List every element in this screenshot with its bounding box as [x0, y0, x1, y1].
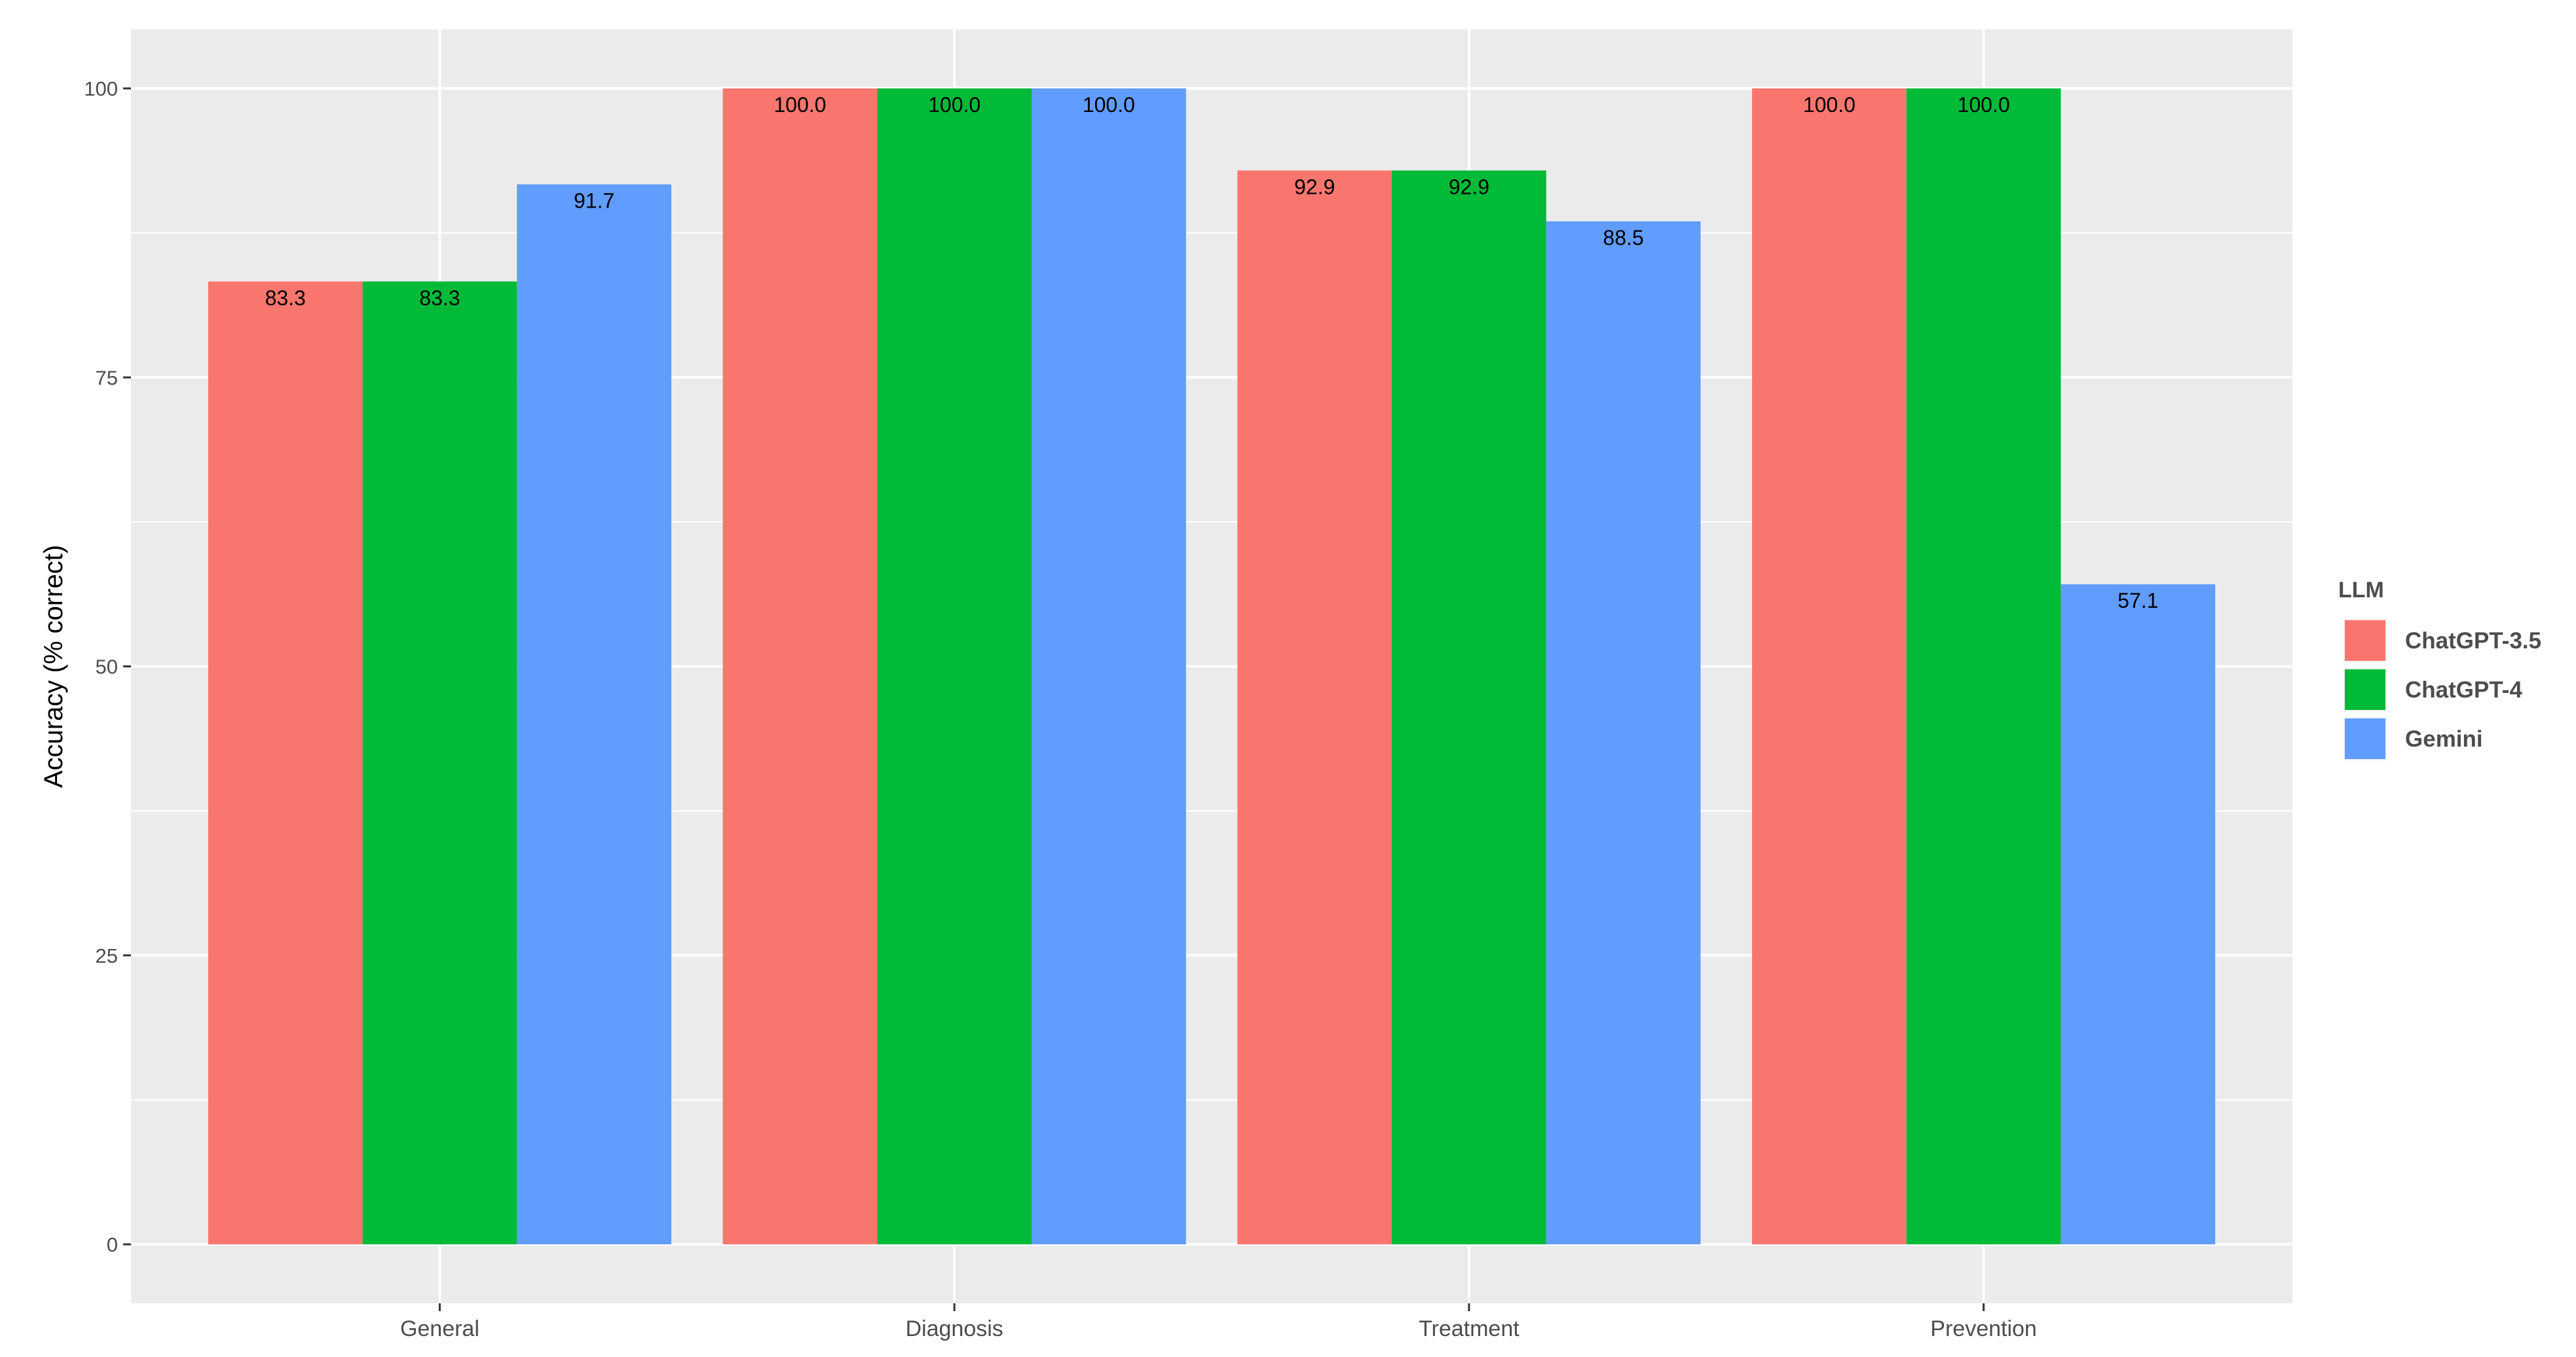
y-tick-label: 50 [96, 656, 118, 678]
bar-value-label: 100.0 [1958, 93, 2010, 117]
legend-swatch [2345, 718, 2385, 759]
bar-value-label: 83.3 [265, 286, 306, 310]
y-axis: 0 25 50 75 100 [84, 77, 131, 1256]
x-tick-label: Diagnosis [905, 1316, 1003, 1341]
bar-value-label: 100.0 [774, 93, 826, 117]
y-tick-label: 75 [96, 366, 118, 389]
legend-label: ChatGPT-3.5 [2405, 628, 2541, 654]
bars [208, 88, 2216, 1245]
x-tick-label: Treatment [1419, 1316, 1520, 1341]
y-tick-label: 25 [96, 944, 118, 967]
y-tick-label: 0 [107, 1233, 118, 1256]
x-axis: General Diagnosis Treatment Prevention [400, 1303, 2037, 1341]
bar [362, 281, 517, 1244]
bar [1392, 170, 1546, 1245]
legend: LLM ChatGPT-3.5 ChatGPT-4 Gemini [2338, 578, 2541, 760]
bar-value-label: 92.9 [1449, 175, 1489, 198]
bar [1032, 88, 1186, 1244]
legend-swatch [2345, 669, 2385, 710]
bar [208, 281, 363, 1244]
bar-value-label: 91.7 [574, 189, 614, 212]
bar [517, 184, 671, 1244]
x-tick-label: General [400, 1316, 479, 1341]
bar [877, 88, 1032, 1244]
bar [1237, 170, 1392, 1245]
bar-value-label: 100.0 [928, 93, 980, 117]
bar-value-label: 83.3 [419, 286, 460, 310]
legend-title: LLM [2338, 578, 2384, 603]
bar-value-labels: 83.3 83.3 91.7 100.0 100.0 100.0 92.9 92.9 88.5 1… [265, 93, 2159, 612]
bar [2061, 584, 2216, 1244]
bar [1752, 88, 1907, 1244]
legend-label: Gemini [2405, 726, 2483, 752]
y-axis-title: Accuracy (% correct) [39, 545, 68, 788]
legend-label: ChatGPT-4 [2405, 677, 2522, 703]
bar [1546, 221, 1701, 1245]
legend-swatch [2345, 620, 2385, 661]
y-tick-label: 100 [84, 77, 118, 100]
bar-value-label: 92.9 [1294, 175, 1335, 198]
x-tick-label: Prevention [1930, 1316, 2037, 1341]
bar [722, 88, 878, 1244]
bar-value-label: 57.1 [2118, 589, 2158, 612]
bar-value-label: 88.5 [1603, 226, 1643, 250]
bar-value-label: 100.0 [1083, 93, 1135, 117]
bar-value-label: 100.0 [1803, 93, 1856, 117]
bar [1906, 88, 2061, 1244]
